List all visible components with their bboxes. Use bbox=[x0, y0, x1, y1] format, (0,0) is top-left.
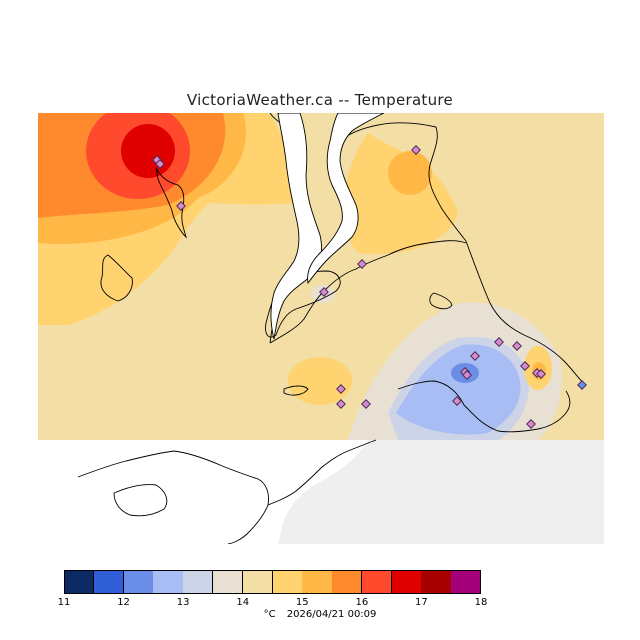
station-marker bbox=[494, 337, 504, 347]
station-marker bbox=[155, 159, 165, 169]
legend-tick-label: 11 bbox=[57, 597, 71, 608]
legend-tick-label: 12 bbox=[117, 597, 130, 608]
legend-swatch bbox=[212, 570, 244, 594]
station-marker bbox=[336, 384, 346, 394]
station-marker bbox=[176, 201, 186, 211]
station-marker bbox=[336, 399, 346, 409]
water-areas bbox=[270, 113, 385, 340]
station-marker bbox=[536, 369, 546, 379]
legend-tick-label: 13 bbox=[176, 597, 190, 608]
water-south bbox=[38, 440, 368, 544]
station-marker bbox=[520, 361, 530, 371]
temperature-contours bbox=[38, 113, 604, 440]
legend-tick-label: 14 bbox=[236, 597, 250, 608]
station-marker bbox=[452, 396, 462, 406]
legend-swatch bbox=[64, 570, 95, 594]
station-marker bbox=[361, 399, 371, 409]
station-markers bbox=[152, 145, 587, 429]
station-marker bbox=[357, 259, 367, 269]
legend-tick-label: 17 bbox=[415, 597, 428, 608]
station-marker bbox=[577, 380, 587, 390]
legend-footer: °C 2026/04/21 00:09 bbox=[0, 609, 640, 620]
chart-title: VictoriaWeather.ca -- Temperature bbox=[186, 91, 454, 109]
legend-tick-label: 18 bbox=[474, 597, 488, 608]
station-marker bbox=[411, 145, 421, 155]
legend-frame bbox=[64, 570, 481, 594]
station-marker bbox=[319, 287, 329, 297]
station-marker bbox=[470, 351, 480, 361]
legend-tick-label: 15 bbox=[295, 597, 309, 608]
legend-tick-label: 16 bbox=[355, 597, 369, 608]
unit-label: °C bbox=[263, 609, 276, 620]
temperature-map[interactable] bbox=[38, 113, 604, 544]
station-marker bbox=[526, 419, 536, 429]
station-marker bbox=[462, 370, 472, 380]
timestamp: 2026/04/21 00:09 bbox=[286, 609, 377, 620]
station-marker bbox=[512, 341, 522, 351]
